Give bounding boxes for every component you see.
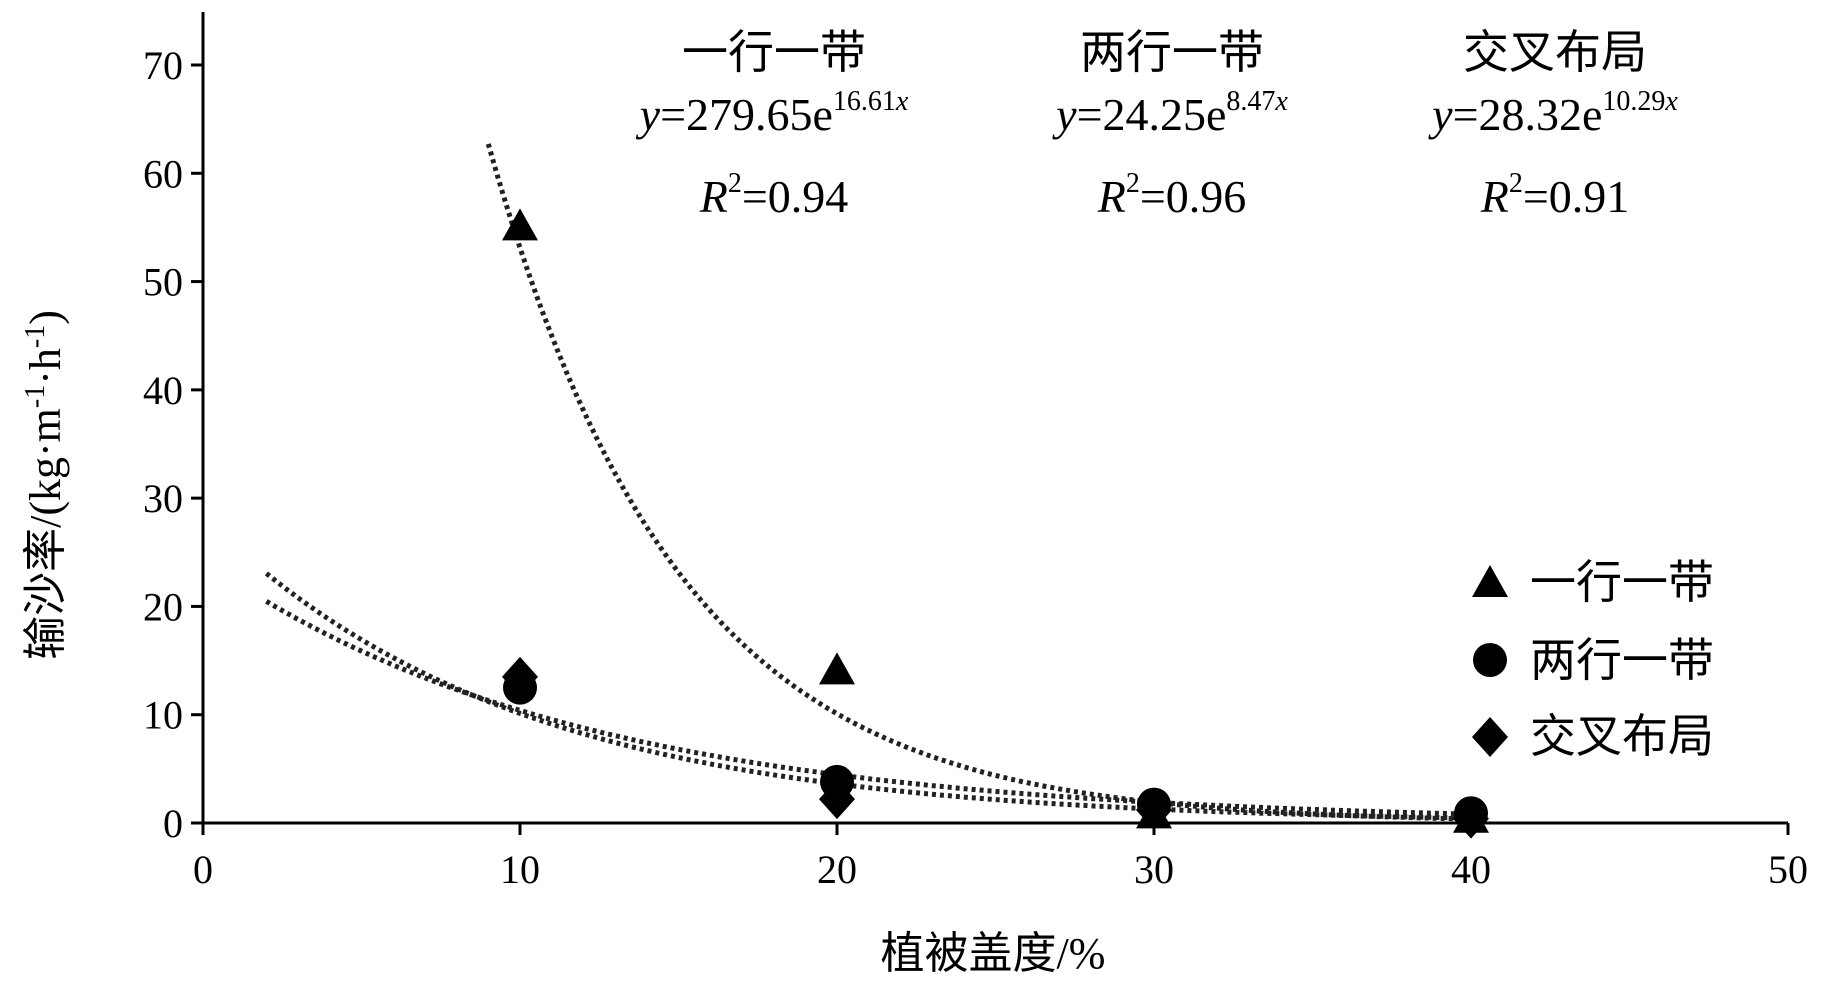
annotation-equation: y=279.65e16.61x (636, 86, 909, 140)
fit-curve-series-2 (265, 599, 1472, 817)
annotation-series-2: 两行一带 y=24.25e8.47x R2=0.96 (1052, 27, 1288, 222)
axes (201, 12, 1788, 825)
x-tick-label: 30 (1134, 847, 1174, 892)
data-point-series-3 (502, 656, 538, 697)
equation-y-var: y (1428, 89, 1453, 140)
y-tick-label: 10 (143, 693, 183, 738)
legend-marker-diamond (1472, 717, 1508, 757)
legend-label-series-1: 一行一带 (1530, 557, 1714, 608)
y-axis-title-exp1: -1 (20, 385, 51, 408)
data-point-series-3 (819, 779, 855, 820)
y-axis-title-mid: ·h (21, 348, 70, 385)
legend-label-series-2: 两行一带 (1530, 635, 1714, 686)
data-point-series-1 (502, 208, 538, 241)
equation-y-var: y (636, 89, 661, 140)
data-point-series-3 (1453, 798, 1489, 839)
annotation-r2: R2=0.91 (1480, 168, 1630, 222)
r2-var: R (1097, 171, 1126, 222)
x-tick-label: 0 (193, 847, 213, 892)
x-tick-label: 50 (1768, 847, 1808, 892)
ticks: 0 10 20 30 40 50 0 10 20 30 40 50 60 70 (143, 43, 1808, 892)
equation-y-var: y (1052, 89, 1077, 140)
fit-curves (264, 143, 1472, 822)
x-tick-label: 20 (817, 847, 857, 892)
y-axis-title-exp2: -1 (20, 325, 51, 348)
r2-var: R (699, 171, 728, 222)
r2-exp: 2 (1509, 168, 1523, 199)
annotation-equation: y=28.32e10.29x (1428, 86, 1678, 140)
equation-exponent-var: x (1664, 86, 1678, 117)
legend-marker-circle (1473, 643, 1507, 677)
y-tick-label: 0 (163, 801, 183, 846)
equation-exponent: 8.47 (1226, 86, 1275, 117)
x-tick-label: 40 (1451, 847, 1491, 892)
r2-exp: 2 (1126, 168, 1140, 199)
y-tick-label: 30 (143, 476, 183, 521)
equation-exponent: 16.61 (833, 86, 896, 117)
y-tick-label: 60 (143, 151, 183, 196)
r2-value: =0.91 (1523, 171, 1629, 222)
annotation-series-3: 交叉布局 y=28.32e10.29x R2=0.91 (1428, 27, 1678, 222)
annotation-title: 一行一带 (682, 27, 866, 78)
annotation-equation: y=24.25e8.47x (1052, 86, 1288, 140)
annotation-title: 交叉布局 (1463, 27, 1647, 78)
legend: 一行一带 两行一带 交叉布局 (1472, 557, 1714, 762)
legend-label-series-3: 交叉布局 (1530, 711, 1714, 762)
y-tick-label: 70 (143, 43, 183, 88)
data-point-series-3 (1136, 790, 1172, 831)
equation-exponent: 10.29 (1602, 86, 1665, 117)
x-tick-label: 10 (500, 847, 540, 892)
y-axis-title-prefix: 输沙率/(kg·m (21, 408, 70, 660)
equation-exponent-var: x (1274, 86, 1288, 117)
equation-exponent-var: x (895, 86, 909, 117)
x-axis-title: 植被盖度/% (881, 929, 1106, 978)
y-tick-label: 20 (143, 584, 183, 629)
y-tick-label: 50 (143, 260, 183, 305)
fit-curve-series-1 (485, 143, 1472, 822)
annotation-series-1: 一行一带 y=279.65e16.61x R2=0.94 (636, 27, 909, 222)
r2-value: =0.96 (1140, 171, 1246, 222)
annotation-title: 两行一带 (1080, 27, 1264, 78)
data-point-series-1 (819, 652, 855, 685)
equation-body: =279.65e (660, 89, 833, 140)
equation-body: =24.25e (1077, 89, 1227, 140)
y-axis-title: 输沙率/(kg·m-1·h-1) (20, 310, 70, 660)
equation-body: =28.32e (1453, 89, 1603, 140)
y-tick-label: 40 (143, 368, 183, 413)
r2-exp: 2 (728, 168, 742, 199)
r2-var: R (1480, 171, 1509, 222)
r2-value: =0.94 (742, 171, 848, 222)
fit-curve-series-3 (264, 571, 1472, 821)
y-axis-title-suffix: ) (21, 310, 70, 325)
legend-marker-triangle (1472, 565, 1508, 597)
annotation-r2: R2=0.96 (1097, 168, 1247, 222)
annotation-r2: R2=0.94 (699, 168, 849, 222)
